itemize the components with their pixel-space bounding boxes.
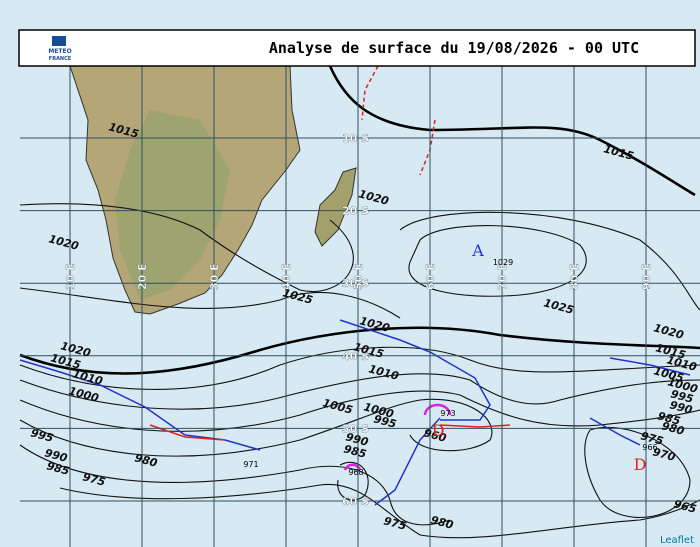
longitude-label: 20 E <box>136 263 149 290</box>
longitude-label: 40 E <box>280 263 293 290</box>
longitude-label: 50 E <box>352 263 365 290</box>
isobar-label: 990 <box>43 446 69 465</box>
isobar <box>19 373 700 410</box>
isobar-label: 980 <box>133 451 159 470</box>
logo-text: METEO <box>48 48 71 55</box>
isobar-label: 980 <box>429 513 455 532</box>
logo-mark <box>52 36 66 46</box>
isobar-label: 995 <box>372 412 398 431</box>
latitude-label: 20 S <box>342 205 369 218</box>
madagascar <box>314 167 357 247</box>
cold-front <box>609 357 691 376</box>
occlusion <box>423 403 452 416</box>
isobar <box>19 390 700 432</box>
center-letter: A <box>471 241 484 260</box>
isobar-label: 995 <box>669 387 695 406</box>
isobar-label: 975 <box>382 514 408 533</box>
latitude-label: 40 S <box>342 350 369 363</box>
title: Analyse de surface du 19/08/2026 - 00 UT… <box>269 39 639 57</box>
isobar <box>19 444 451 526</box>
isobar-label: 985 <box>656 409 682 428</box>
latitude-label: 10 S <box>342 132 369 145</box>
cold-front <box>339 319 491 421</box>
center-letter: D <box>634 455 647 474</box>
center-pressure: 1029 <box>493 258 513 267</box>
isobar-label: 980 <box>660 419 686 438</box>
center-letter: D <box>432 421 445 440</box>
isobar-label: 990 <box>668 398 694 417</box>
isobar <box>399 211 700 311</box>
warm-front <box>439 424 511 428</box>
isobar-label: 985 <box>45 459 71 478</box>
longitude-label: 30 E <box>208 263 221 290</box>
isobar <box>59 483 700 539</box>
graticule: 10 S 20 S 30 S 40 S 50 S 60 S 10 E 20 E 30 E 40 E… <box>20 66 700 547</box>
latitude-label: 60 S <box>342 495 369 508</box>
occlusion <box>343 463 362 471</box>
isobar <box>19 398 493 457</box>
center-pressure: 966 <box>642 443 657 452</box>
isobar-label: 965 <box>672 497 698 516</box>
isobar-label: 990 <box>344 430 370 449</box>
low-pressure: 971 <box>243 460 258 469</box>
longitude-label: 60 E <box>424 263 437 290</box>
isobar <box>328 65 696 197</box>
latitude-label: 50 S <box>342 422 369 435</box>
trough <box>361 65 379 121</box>
isobar-label: 995 <box>29 426 55 445</box>
attribution[interactable]: Leaflet <box>660 535 694 546</box>
longitude-label: 80 E <box>568 263 581 290</box>
isobar <box>337 461 369 501</box>
longitude-label: 90 E <box>640 263 653 290</box>
isobar-label: 975 <box>81 470 107 489</box>
isobar <box>19 287 401 319</box>
title-box <box>18 29 696 67</box>
warm-front <box>149 424 226 441</box>
latitude-label: 30 S <box>342 277 369 290</box>
isobar-label: 985 <box>342 442 368 461</box>
relief <box>115 110 230 300</box>
isobar-label: 970 <box>651 445 677 464</box>
isobar <box>19 203 354 292</box>
cold-front <box>589 417 641 446</box>
low-pressure: 968 <box>348 468 363 477</box>
logo-text: FRANCE <box>49 56 72 62</box>
center-pressure: 973 <box>440 409 455 418</box>
longitude-label: 10 E <box>64 263 77 290</box>
isobar <box>584 426 691 518</box>
isobar-label: 975 <box>639 429 665 448</box>
isobar-label: 960 <box>422 426 448 445</box>
longitude-label: 70 E <box>496 263 509 290</box>
